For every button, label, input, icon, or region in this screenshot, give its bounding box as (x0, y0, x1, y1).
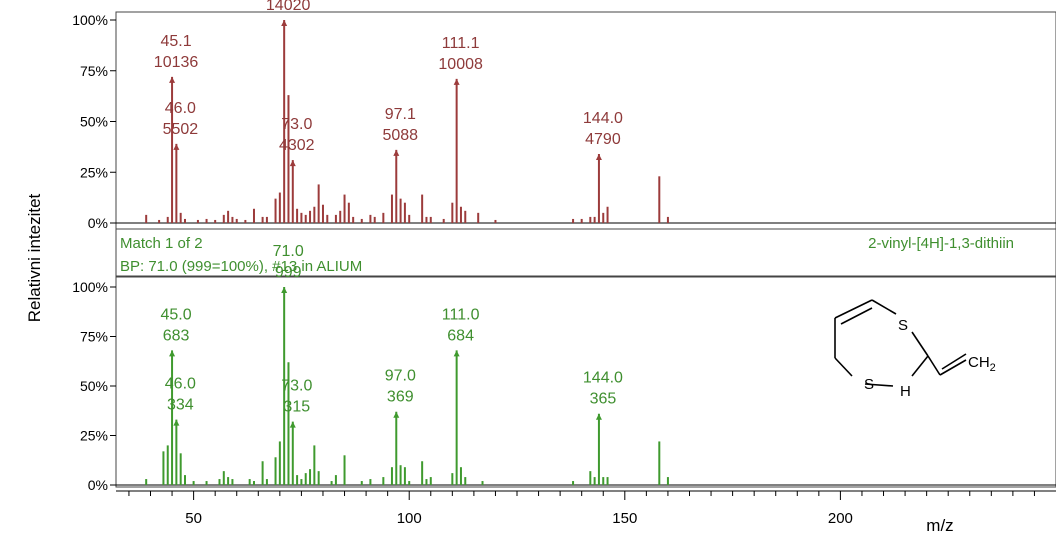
bottom-peak-label-144: 144.0 (583, 370, 623, 387)
bottom-peak-intensity-97: 369 (387, 389, 414, 406)
bottom-spectrum-peaks (145, 287, 669, 485)
structure-atom-h: H (900, 383, 911, 400)
base-peak-text: BP: 71.0 (999=100%), #13 in ALIUM (120, 258, 362, 275)
bottom-peak-label-45: 45.0 (160, 306, 191, 323)
top-peak-marker-45 (169, 76, 176, 83)
bottom-panel-frame (115, 276, 1056, 488)
bottom-peak-label-73: 73.0 (281, 378, 312, 395)
bottom-peak-intensity-71: 999 (275, 264, 302, 281)
top-peak-label-97: 97.1 (385, 106, 416, 123)
chemical-structure (834, 299, 967, 387)
top-peak-marker-97 (393, 149, 400, 156)
top-peak-annotations: 45.11013646.0550271.21402073.0430297.150… (154, 0, 623, 167)
bottom-peak-marker-111 (453, 350, 460, 357)
top-spectrum-peaks (145, 20, 669, 223)
bottom-peak-marker-73 (289, 421, 296, 428)
top-peak-label-144: 144.0 (583, 110, 623, 127)
top-peak-marker-111 (453, 78, 460, 85)
bottom-peak-label-71: 71.0 (273, 243, 304, 260)
bottom-peak-marker-97 (393, 411, 400, 418)
top-peak-label-111: 111.1 (442, 35, 480, 52)
top-y-tick-label-3: 75% (80, 63, 108, 79)
x-axis-title: m/z (926, 516, 953, 535)
structure-atom-s-top: S (898, 317, 908, 334)
top-peak-intensity-46: 5502 (163, 121, 199, 138)
top-y-tick-label-1: 25% (80, 164, 108, 180)
top-y-tick-label-4: 100% (72, 12, 108, 28)
y-axis-title: Relativni intezitet (25, 193, 44, 322)
top-peak-marker-46 (173, 143, 180, 150)
bottom-y-axis: 0% 25% 50% 75% 100% (72, 279, 1056, 493)
structure-subscript-2: 2 (990, 362, 996, 374)
bottom-peak-marker-46 (173, 419, 180, 426)
top-peak-intensity-111: 10008 (438, 56, 483, 73)
x-tick-label-100: 100 (397, 510, 422, 527)
top-y-tick-label-2: 50% (80, 114, 108, 130)
top-y-tick-label-0: 0% (88, 215, 108, 231)
bottom-y-tick-label-4: 100% (72, 279, 108, 295)
top-peak-marker-71 (281, 20, 288, 26)
top-peak-intensity-97: 5088 (382, 127, 418, 144)
bottom-peak-marker-71 (281, 287, 288, 293)
structure-atom-s-bottom: S (864, 376, 874, 393)
x-tick-label-200: 200 (828, 510, 853, 527)
top-peak-intensity-45: 10136 (154, 54, 199, 71)
bottom-y-tick-label-1: 25% (80, 428, 108, 444)
bottom-peak-intensity-144: 365 (590, 391, 617, 408)
bottom-peak-intensity-73: 315 (283, 399, 310, 416)
top-peak-label-46: 46.0 (165, 100, 196, 117)
top-peak-marker-144 (595, 153, 602, 160)
bottom-peak-annotations: 45.0 683 46.0 334 71.0 999 73.0 315 97.0 369 111.0… (160, 243, 623, 428)
top-peak-intensity-144: 4790 (585, 131, 621, 148)
top-peak-label-73: 73.0 (281, 116, 312, 133)
x-tick-label-50: 50 (185, 510, 202, 527)
top-peak-intensity-71: 14020 (266, 0, 311, 14)
bottom-y-tick-label-2: 50% (80, 378, 108, 394)
bottom-y-tick-label-0: 0% (88, 477, 108, 493)
top-peak-intensity-73: 4302 (279, 137, 315, 154)
bottom-peak-label-97: 97.0 (385, 368, 416, 385)
bottom-peak-intensity-45: 683 (163, 327, 190, 344)
x-axis: 50 100 150 200 (116, 490, 1056, 527)
bottom-peak-marker-144 (595, 413, 602, 420)
bottom-peak-intensity-111: 684 (447, 327, 474, 344)
bottom-y-tick-label-3: 75% (80, 329, 108, 345)
structure-ch-text: CH (968, 354, 990, 371)
x-tick-label-150: 150 (612, 510, 637, 527)
bottom-peak-intensity-46: 334 (167, 397, 194, 414)
top-peak-marker-73 (289, 160, 296, 167)
bottom-peak-label-46: 46.0 (165, 376, 196, 393)
match-count-text: Match 1 of 2 (120, 235, 203, 252)
bottom-peak-marker-45 (169, 350, 176, 357)
top-y-axis: 0% 25% 50% 75% 100% (72, 12, 1056, 231)
bottom-peak-label-111: 111.0 (442, 306, 480, 323)
compound-name-text: 2-vinyl-[4H]-1,3-dithiin (868, 235, 1014, 252)
top-peak-label-45: 45.1 (160, 33, 191, 50)
match-bar-frame (115, 228, 1056, 278)
structure-group-ch2: CH2 (968, 354, 996, 374)
